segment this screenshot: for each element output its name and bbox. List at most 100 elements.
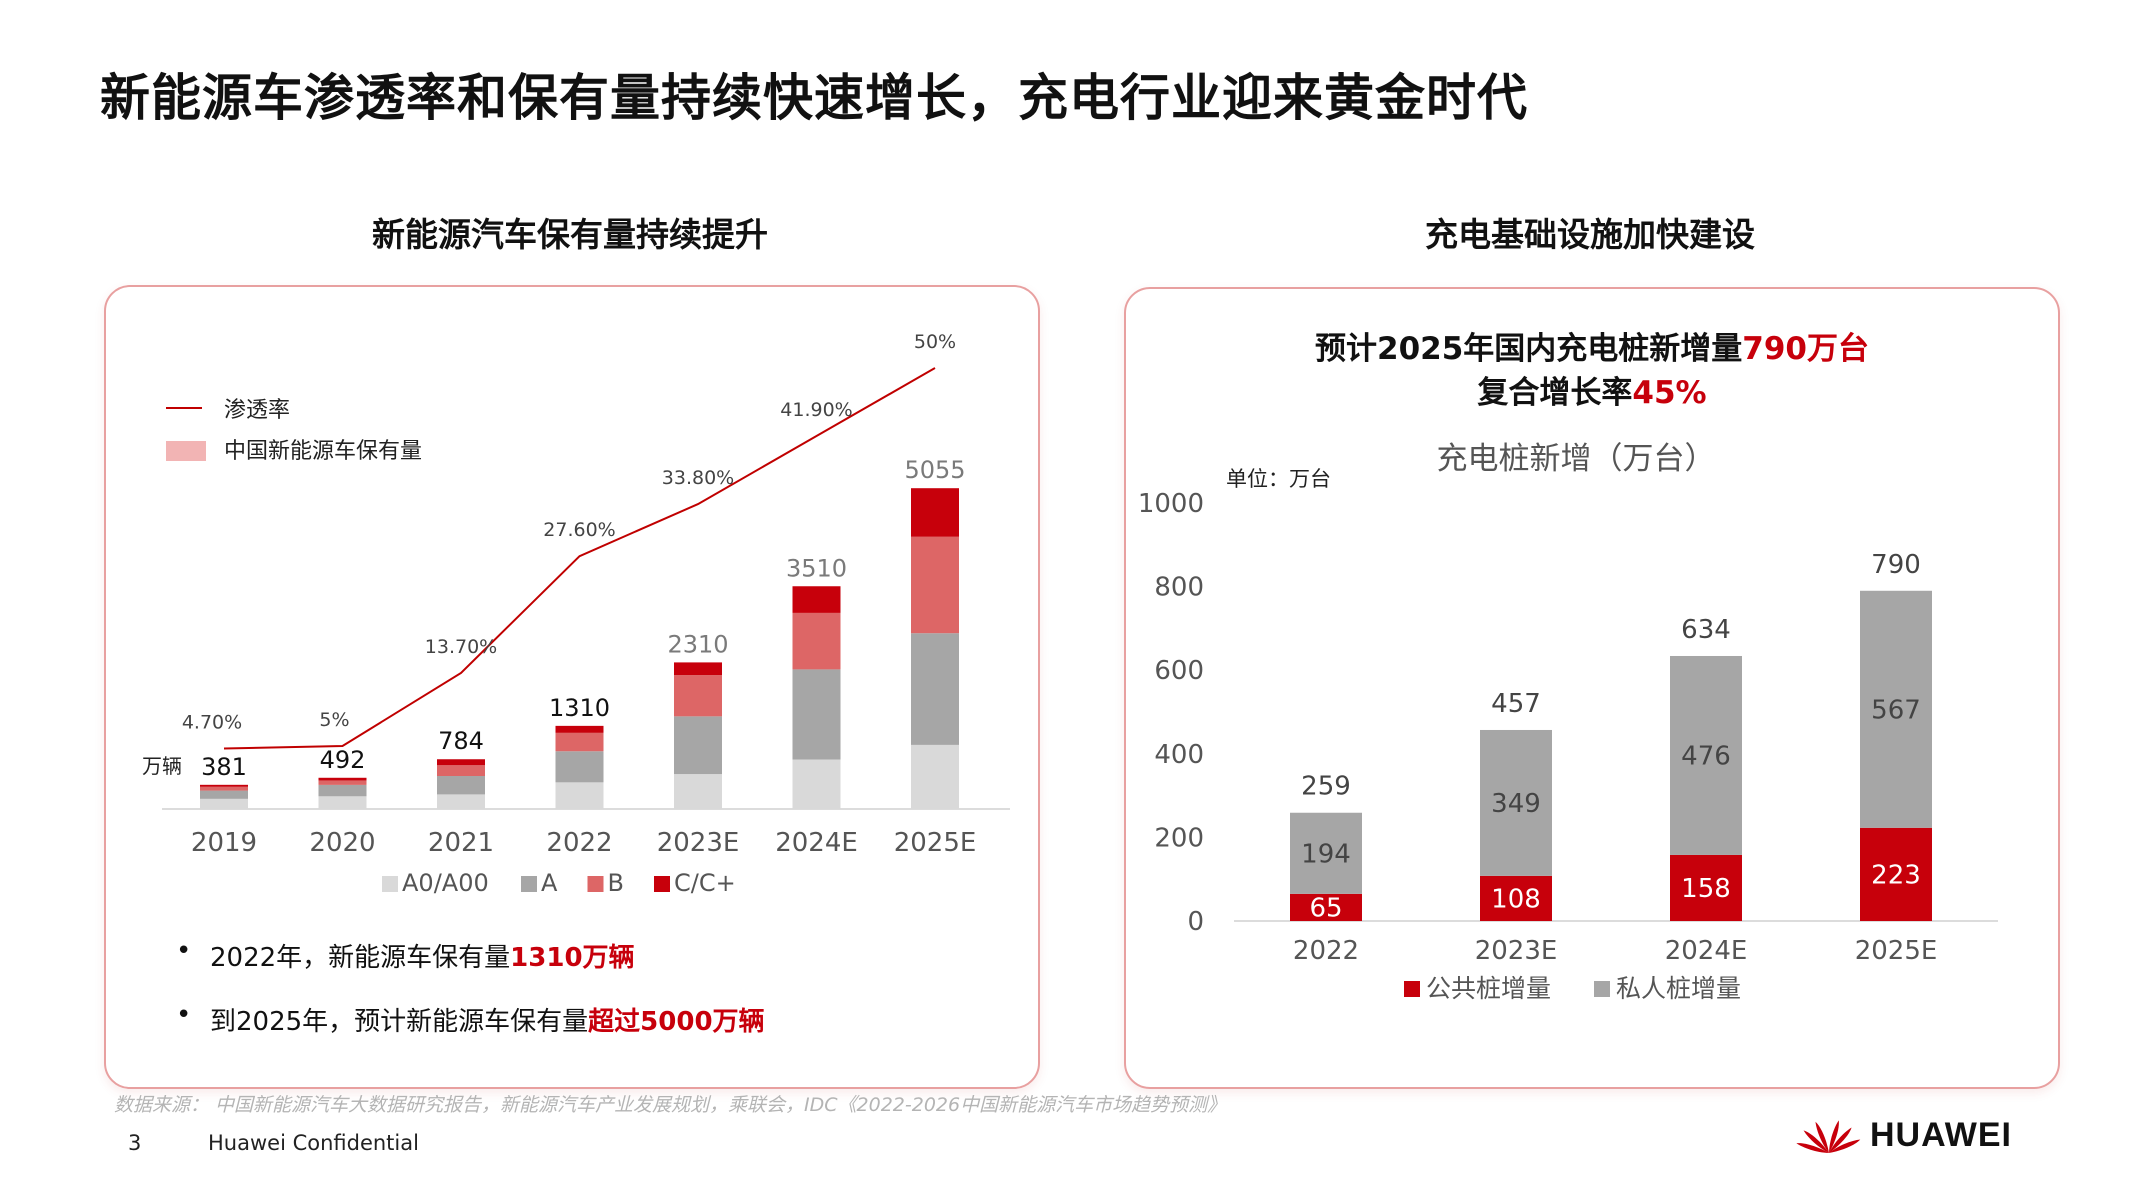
segment-value-label: 349 [1491, 789, 1541, 819]
bar-segment-private [1290, 812, 1362, 894]
key-point: 2022年，新能源车保有量1310万辆 [176, 936, 765, 974]
bar-segment-a0-a00 [437, 794, 485, 809]
legend-swatch [521, 876, 537, 892]
bar-total-label: 3510 [786, 554, 847, 582]
ev-ownership-panel: 渗透率 中国新能源车保有量 万辆 381 2019 492 2020 784 2021 13… [104, 285, 1040, 1089]
segment-value-label: 476 [1681, 741, 1731, 771]
legend-label: A [541, 869, 558, 897]
chart-title: 充电桩新增（万台） [1437, 441, 1716, 477]
legend-label: 私人桩增量 [1616, 974, 1741, 1003]
bar-segment-a [911, 633, 959, 745]
bar-total-label: 381 [201, 753, 247, 781]
x-tick-label: 2025E [1855, 936, 1938, 966]
bar-total-label: 790 [1871, 550, 1921, 580]
growth-text: 复合增长率 [1477, 375, 1633, 411]
bar-total-label: 2310 [667, 630, 728, 658]
bar-segment-c-c- [555, 725, 604, 733]
penetration-label: 50% [914, 331, 956, 353]
bar-segment-a0-a00 [674, 774, 722, 809]
page-number: 3 [128, 1131, 142, 1155]
bar-segment-a [318, 784, 367, 797]
bar-segment-public [1480, 875, 1552, 921]
segment-value-label: 223 [1871, 860, 1921, 890]
growth-highlight: 45% [1632, 375, 1707, 411]
segment-value-label: 108 [1491, 884, 1541, 914]
x-tick-label: 2024E [775, 828, 858, 858]
charging-pile-chart: 充电桩新增（万台） 单位：万台 0 200 400 600 800 1000 65 194 2… [1138, 441, 1998, 1003]
legend-label: A0/A00 [402, 869, 489, 897]
bar-segment-a0-a00 [318, 796, 367, 809]
bar-segment-b [437, 765, 485, 776]
bar-segment-a0-a00 [555, 782, 604, 809]
penetration-label: 41.90% [780, 399, 852, 421]
bar-total-label: 457 [1491, 689, 1541, 719]
bar-segment-public [1860, 827, 1932, 921]
legend-swatch [587, 876, 604, 892]
segment-value-label: 567 [1871, 695, 1921, 725]
y-tick-label: 600 [1154, 656, 1204, 686]
legend-label: C/C+ [674, 869, 736, 897]
bar-total-label: 1310 [549, 694, 610, 722]
legend-swatch [1404, 981, 1420, 997]
unit-label: 单位：万台 [1226, 467, 1331, 491]
bar-segment-a [437, 776, 485, 795]
y-tick-label: 400 [1154, 740, 1204, 770]
forecast-highlight: 790万台 [1742, 331, 1869, 367]
bar-total-label: 5055 [904, 456, 965, 484]
right-panel-title: 充电基础设施加快建设 [1425, 215, 1755, 254]
bar-total-label: 784 [438, 727, 484, 755]
forecast-headline: 预计2025年国内充电桩新增量790万台 [1126, 323, 2058, 368]
bar-segment-private [1480, 729, 1552, 876]
bar-segment-a [555, 751, 604, 783]
bar-segment-c-c- [200, 784, 248, 787]
x-tick-label: 2025E [894, 828, 977, 858]
x-tick-label: 2019 [191, 828, 257, 858]
legend-label: 公共桩增量 [1426, 974, 1551, 1003]
left-panel-title: 新能源汽车保有量持续提升 [372, 215, 768, 254]
growth-headline: 复合增长率45% [1126, 367, 2058, 412]
bar-segment-a0-a00 [911, 744, 959, 809]
bar-segment-c-c- [792, 586, 841, 613]
bar-segment-b [200, 786, 248, 791]
key-point: 到2025年，预计新能源车保有量超过5000万辆 [176, 1000, 765, 1038]
segment-value-label: 194 [1301, 839, 1351, 869]
bar-segment-b [911, 536, 959, 634]
forecast-text: 预计2025年国内充电桩新增量 [1315, 331, 1743, 367]
bar-segment-c-c- [318, 777, 367, 781]
penetration-label: 33.80% [662, 467, 734, 489]
bar-total-label: 634 [1681, 615, 1731, 645]
bar-segment-b [318, 780, 367, 785]
key-point-text: 2022年，新能源车保有量 [210, 943, 511, 973]
y-tick-label: 0 [1187, 907, 1204, 937]
legend-label: B [608, 869, 624, 897]
bar-segment-a [674, 716, 722, 775]
legend-area-label: 中国新能源车保有量 [224, 439, 422, 464]
penetration-label: 27.60% [543, 519, 615, 541]
bar-segment-a0-a00 [200, 798, 248, 809]
bar-total-label: 492 [320, 746, 366, 774]
bar-segment-b [792, 612, 841, 670]
bar-segment-c-c- [674, 662, 722, 676]
y-tick-label: 1000 [1138, 489, 1204, 519]
segment-value-label: 65 [1309, 893, 1342, 923]
legend-swatch [382, 876, 398, 892]
bar-segment-a0-a00 [792, 759, 841, 809]
x-tick-label: 2023E [657, 828, 740, 858]
penetration-label: 4.70% [182, 712, 242, 734]
x-tick-label: 2022 [546, 828, 612, 858]
charging-infrastructure-panel: 预计2025年国内充电桩新增量790万台 复合增长率45% 充电桩新增（万台） … [1124, 287, 2060, 1089]
data-source-note: 数据来源： 中国新能源汽车大数据研究报告，新能源汽车产业发展规划，乘联会，IDC… [114, 1094, 1227, 1116]
key-point-highlight: 超过5000万辆 [588, 1007, 765, 1037]
bar-segment-a [792, 669, 841, 760]
x-tick-label: 2024E [1665, 936, 1748, 966]
x-tick-label: 2023E [1475, 936, 1558, 966]
bar-segment-public [1290, 893, 1362, 921]
penetration-line [223, 367, 936, 750]
x-tick-label: 2022 [1293, 936, 1359, 966]
legend-area-swatch [166, 441, 206, 461]
x-tick-label: 2021 [428, 828, 494, 858]
huawei-logo: HUAWEI [1796, 1113, 2012, 1157]
huawei-flower-icon [1796, 1120, 1861, 1153]
bar-segment-b [555, 732, 604, 752]
penetration-label: 13.70% [425, 636, 497, 658]
